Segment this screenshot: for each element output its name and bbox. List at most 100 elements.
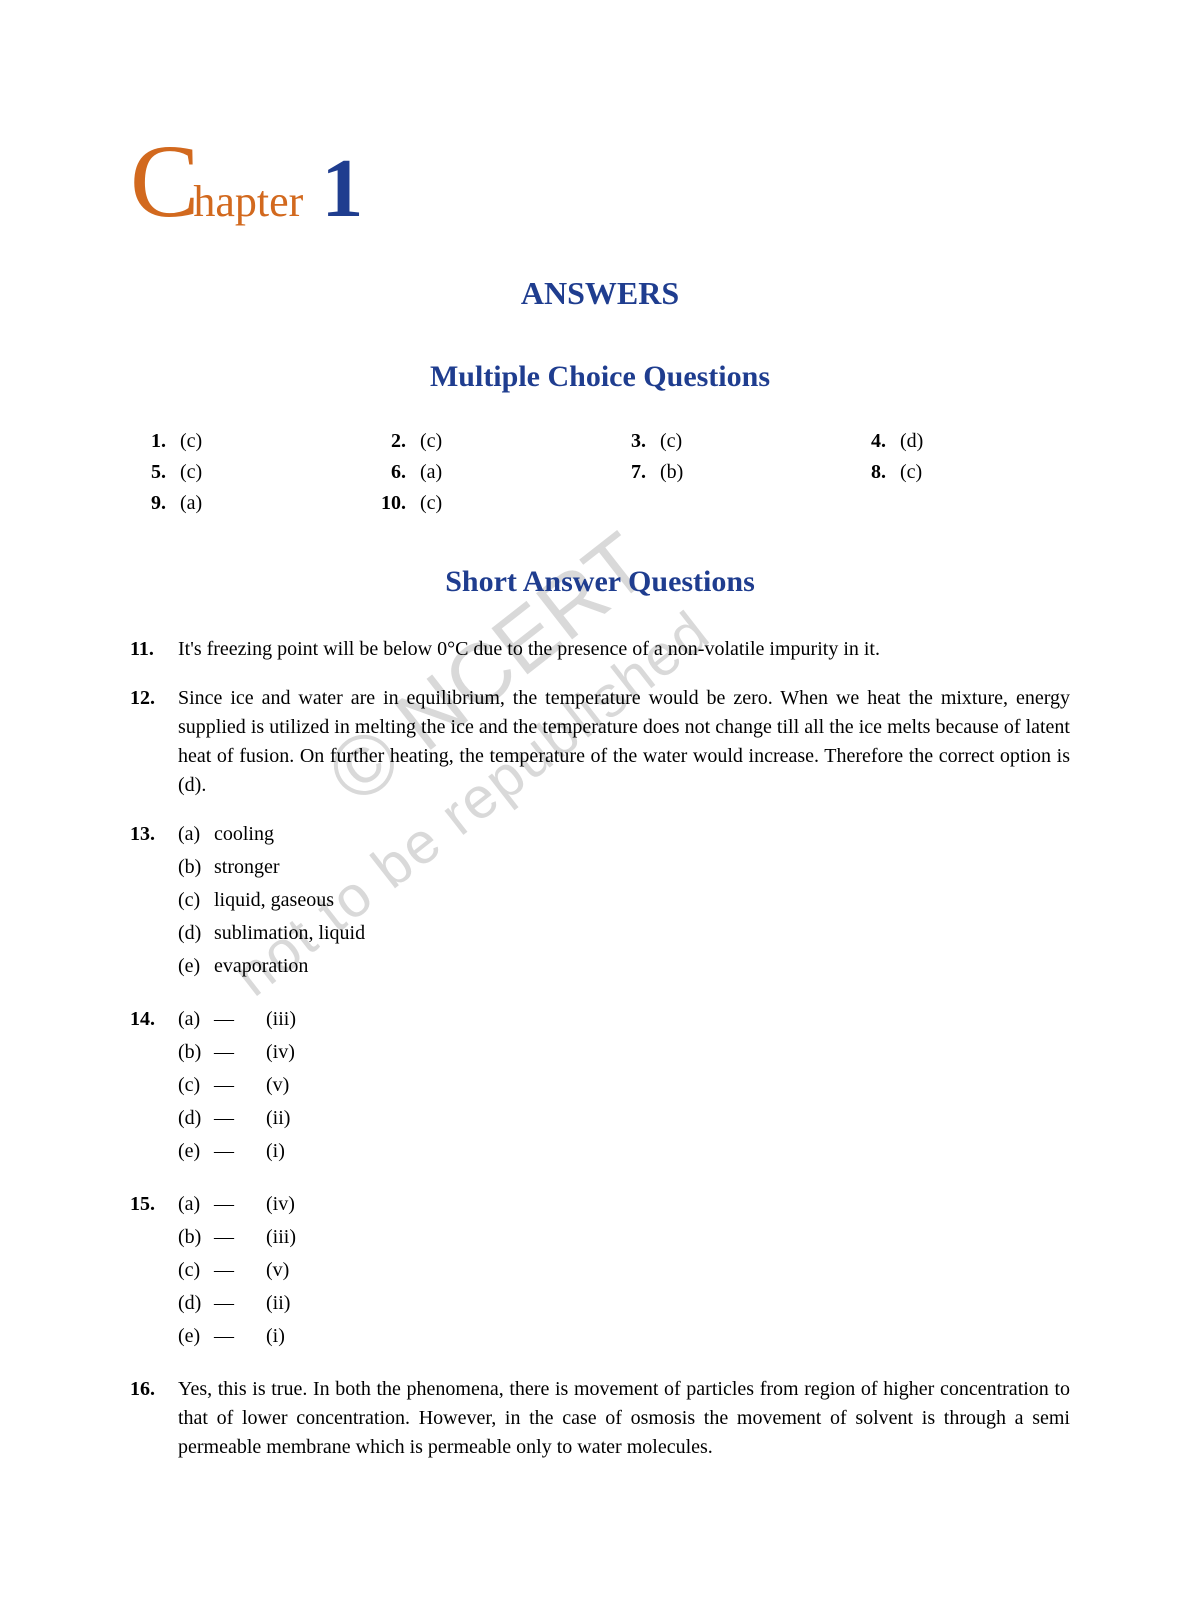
question-12: 12. Since ice and water are in equilibri… (130, 684, 1070, 800)
question-11: 11. It's freezing point will be below 0°… (130, 635, 1070, 664)
sub-item-value: sublimation, liquid (214, 919, 365, 948)
mcq-item: 8.(c) (850, 461, 1070, 484)
sub-item-key: (a) (178, 820, 206, 849)
mcq-answer: (a) (420, 461, 442, 484)
match-key: (a) (178, 1190, 210, 1219)
question-16-text: Yes, this is true. In both the phenomena… (178, 1375, 1070, 1462)
mcq-section-title: Multiple Choice Questions (130, 360, 1070, 394)
match-item: (b)—(iv) (178, 1038, 1070, 1067)
match-key: (e) (178, 1137, 210, 1166)
match-dash: — (214, 1038, 262, 1067)
mcq-number: 10. (370, 492, 406, 515)
match-value: (i) (266, 1322, 302, 1351)
question-14: 14. (a)—(iii)(b)—(iv)(c)—(v)(d)—(ii)(e)—… (130, 1005, 1070, 1170)
sub-item-value: cooling (214, 820, 274, 849)
match-dash: — (214, 1322, 262, 1351)
mcq-answer: (c) (660, 430, 682, 453)
match-key: (c) (178, 1256, 210, 1285)
match-item: (a)—(iii) (178, 1005, 1070, 1034)
match-dash: — (214, 1071, 262, 1100)
mcq-number: 4. (850, 430, 886, 453)
match-value: (iv) (266, 1190, 302, 1219)
match-dash: — (214, 1005, 262, 1034)
mcq-item: 6. (a) (370, 461, 590, 484)
question-11-number: 11. (130, 635, 178, 664)
mcq-number: 5. (130, 461, 166, 484)
match-item: (c)—(v) (178, 1071, 1070, 1100)
mcq-item: 3. (c) (610, 430, 830, 453)
sub-item-key: (b) (178, 853, 206, 882)
mcq-answer: (b) (660, 461, 683, 484)
match-value: (i) (266, 1137, 302, 1166)
match-item: (d)—(ii) (178, 1289, 1070, 1318)
mcq-answer: (c) (180, 461, 202, 484)
sub-item: (b)stronger (178, 853, 1070, 882)
mcq-item: 5. (c) (130, 461, 350, 484)
match-key: (b) (178, 1223, 210, 1252)
match-value: (iii) (266, 1223, 302, 1252)
match-key: (e) (178, 1322, 210, 1351)
match-item: (b)—(iii) (178, 1223, 1070, 1252)
match-dash: — (214, 1104, 262, 1133)
saq-section-title: Short Answer Questions (130, 565, 1070, 599)
match-value: (iv) (266, 1038, 302, 1067)
match-value: (ii) (266, 1104, 302, 1133)
question-15-number: 15. (130, 1190, 178, 1355)
mcq-answer: (a) (180, 492, 202, 515)
question-16: 16. Yes, this is true. In both the pheno… (130, 1375, 1070, 1462)
match-dash: — (214, 1137, 262, 1166)
mcq-item: 1. (c) (130, 430, 350, 453)
match-item: (c)—(v) (178, 1256, 1070, 1285)
mcq-grid: 1.(c)2.(c)3.(c)4.(d)5.(c)6.(a)7.(b)8.(c)… (130, 430, 1070, 515)
chapter-word-rest: hapter (193, 176, 303, 227)
sub-item-key: (d) (178, 919, 206, 948)
match-key: (d) (178, 1104, 210, 1133)
sub-item-key: (e) (178, 952, 206, 981)
match-key: (a) (178, 1005, 210, 1034)
question-15: 15. (a)—(iv)(b)—(iii)(c)—(v)(d)—(ii)(e)—… (130, 1190, 1070, 1355)
question-11-text: It's freezing point will be below 0°C du… (178, 635, 1070, 664)
mcq-number: 3. (610, 430, 646, 453)
match-item: (e)—(i) (178, 1322, 1070, 1351)
sub-item: (a) cooling (178, 820, 1070, 849)
sub-item: (d) sublimation, liquid (178, 919, 1070, 948)
match-dash: — (214, 1190, 262, 1219)
question-14-number: 14. (130, 1005, 178, 1170)
match-value: (v) (266, 1256, 302, 1285)
question-12-number: 12. (130, 684, 178, 800)
sub-item-value: evaporation (214, 952, 308, 981)
question-13: 13. (a)cooling(b)stronger(c)liquid, gase… (130, 820, 1070, 985)
sub-item-value: liquid, gaseous (214, 886, 334, 915)
match-dash: — (214, 1223, 262, 1252)
question-13-list: (a) cooling (b)stronger (c) liquid, gaseous (… (178, 820, 1070, 985)
sub-item-key: (c) (178, 886, 206, 915)
chapter-number: 1 (321, 140, 363, 237)
mcq-item: 2.(c) (370, 430, 590, 453)
mcq-number: 1. (130, 430, 166, 453)
mcq-number: 7. (610, 461, 646, 484)
mcq-item: 7. (b) (610, 461, 830, 484)
match-value: (v) (266, 1071, 302, 1100)
answers-title: ANSWERS (130, 275, 1070, 312)
mcq-answer: (c) (900, 461, 922, 484)
match-item: (e)—(i) (178, 1137, 1070, 1166)
match-dash: — (214, 1256, 262, 1285)
match-dash: — (214, 1289, 262, 1318)
match-key: (b) (178, 1038, 210, 1067)
mcq-number: 9. (130, 492, 166, 515)
question-12-text: Since ice and water are in equilibrium, … (178, 684, 1070, 800)
question-15-list: (a)—(iv)(b)—(iii)(c)—(v)(d)—(ii)(e)—(i) (178, 1190, 1070, 1355)
chapter-initial: C (130, 143, 199, 221)
mcq-answer: (c) (180, 430, 202, 453)
question-16-number: 16. (130, 1375, 178, 1462)
question-14-list: (a)—(iii)(b)—(iv)(c)—(v)(d)—(ii)(e)—(i) (178, 1005, 1070, 1170)
mcq-item: 10. (c) (370, 492, 590, 515)
match-item: (a)—(iv) (178, 1190, 1070, 1219)
mcq-number: 2. (370, 430, 406, 453)
mcq-answer: (c) (420, 492, 442, 515)
mcq-item: 4.(d) (850, 430, 1070, 453)
mcq-number: 6. (370, 461, 406, 484)
match-key: (c) (178, 1071, 210, 1100)
match-value: (iii) (266, 1005, 302, 1034)
match-item: (d)—(ii) (178, 1104, 1070, 1133)
